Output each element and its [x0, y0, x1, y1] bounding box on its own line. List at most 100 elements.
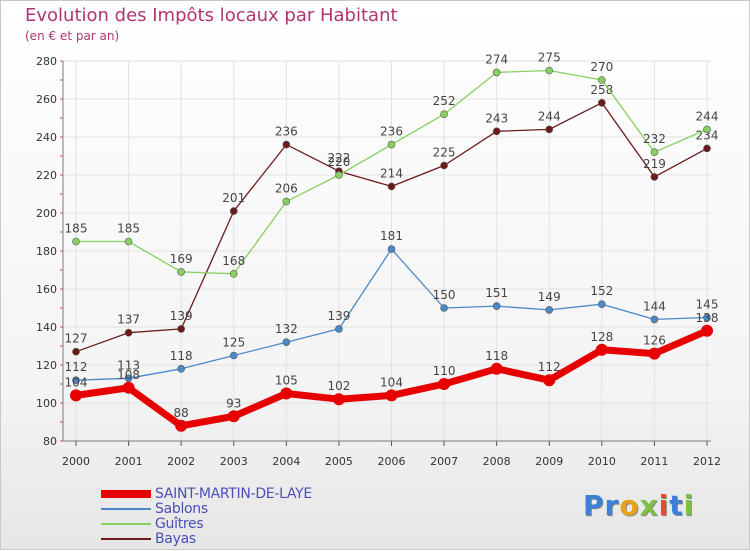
x-tick-label: 2010: [588, 455, 616, 468]
legend-swatch-saint-martin-de-laye: [101, 490, 151, 498]
data-label-saint-martin-de-laye: 112: [538, 360, 561, 374]
logo-letter: i: [683, 489, 695, 522]
data-label-gu-tres: 220: [327, 155, 350, 169]
data-label-saint-martin-de-laye: 104: [65, 375, 88, 389]
data-label-sablons: 145: [696, 298, 719, 312]
data-point-gu-tres: [124, 237, 133, 246]
logo-letter: t: [669, 489, 684, 522]
data-label-gu-tres: 270: [590, 60, 613, 74]
data-point-saint-martin-de-laye: [122, 381, 135, 394]
data-label-sablons: 112: [65, 360, 88, 374]
data-label-bayas: 243: [485, 111, 508, 125]
data-point-bayas: [177, 325, 185, 333]
data-label-saint-martin-de-laye: 138: [696, 311, 719, 325]
data-label-saint-martin-de-laye: 104: [380, 375, 403, 389]
data-point-bayas: [72, 347, 80, 356]
x-tick-label: 2009: [535, 455, 563, 468]
data-point-saint-martin-de-laye: [227, 410, 240, 423]
data-point-saint-martin-de-laye: [490, 362, 503, 375]
data-label-bayas: 139: [170, 309, 193, 323]
y-tick-label: 140: [36, 321, 57, 334]
y-tick-label: 220: [36, 169, 57, 182]
data-label-sablons: 150: [433, 288, 456, 302]
legend-swatch-guitres: [101, 523, 151, 525]
data-point-bayas: [650, 173, 659, 181]
data-point-sablons: [229, 351, 238, 360]
x-tick-label: 2007: [430, 455, 458, 468]
data-label-saint-martin-de-laye: 88: [174, 406, 189, 420]
data-point-sablons: [703, 313, 711, 322]
data-point-saint-martin-de-laye: [595, 343, 608, 356]
data-point-bayas: [492, 127, 501, 136]
data-label-gu-tres: 169: [170, 252, 193, 266]
data-label-bayas: 137: [117, 313, 140, 327]
y-tick-label: 80: [43, 435, 57, 448]
data-point-gu-tres: [545, 66, 554, 75]
logo-letter: i: [658, 489, 670, 522]
y-tick-label: 100: [36, 397, 57, 410]
data-point-gu-tres: [282, 197, 291, 206]
data-label-sablons: 139: [327, 309, 350, 323]
data-point-saint-martin-de-laye: [332, 393, 345, 406]
data-point-bayas: [545, 125, 554, 134]
data-point-gu-tres: [650, 148, 659, 156]
y-tick-label: 280: [36, 55, 57, 68]
data-point-gu-tres: [335, 171, 343, 179]
logo-letter: P: [583, 489, 605, 522]
data-label-gu-tres: 275: [538, 51, 561, 65]
data-label-saint-martin-de-laye: 126: [643, 334, 666, 348]
data-point-saint-martin-de-laye: [648, 347, 661, 360]
x-tick-label: 2000: [62, 455, 90, 468]
data-point-sablons: [335, 325, 343, 333]
x-tick-label: 2008: [483, 455, 511, 468]
data-point-saint-martin-de-laye: [701, 324, 713, 337]
y-tick-label: 200: [36, 207, 57, 220]
data-label-sablons: 152: [590, 284, 613, 298]
data-point-gu-tres: [440, 110, 448, 118]
x-tick-label: 2002: [167, 455, 195, 468]
data-point-bayas: [124, 328, 133, 337]
data-point-sablons: [492, 302, 501, 310]
x-tick-label: 2011: [640, 455, 668, 468]
x-tick-label: 2006: [378, 455, 406, 468]
data-point-gu-tres: [703, 125, 711, 134]
data-point-bayas: [703, 144, 711, 153]
data-label-bayas: 201: [222, 191, 245, 205]
data-label-saint-martin-de-laye: 93: [226, 396, 241, 410]
y-tick-label: 160: [36, 283, 57, 296]
data-point-sablons: [72, 376, 80, 385]
x-tick-label: 2012: [693, 455, 721, 468]
data-point-bayas: [282, 140, 291, 149]
data-point-sablons: [282, 338, 291, 347]
data-point-saint-martin-de-laye: [175, 419, 188, 432]
data-label-saint-martin-de-laye: 118: [485, 349, 508, 363]
x-tick-label: 2004: [272, 455, 300, 468]
y-tick-label: 260: [36, 93, 57, 106]
data-label-sablons: 149: [538, 290, 561, 304]
data-label-sablons: 151: [485, 286, 508, 300]
data-label-gu-tres: 206: [275, 182, 298, 196]
data-point-sablons: [124, 374, 133, 383]
data-point-gu-tres: [72, 237, 80, 246]
logo-letter: x: [639, 489, 659, 522]
y-tick-label: 180: [36, 245, 57, 258]
legend-label-sablons: Sablons: [155, 501, 208, 517]
data-label-gu-tres: 185: [117, 222, 140, 236]
data-point-gu-tres: [177, 268, 185, 276]
x-tick-label: 2001: [115, 455, 143, 468]
legend-swatch-sablons: [101, 508, 151, 510]
data-point-bayas: [598, 99, 606, 107]
data-label-gu-tres: 168: [222, 254, 245, 268]
data-label-bayas: 225: [433, 146, 456, 160]
data-point-sablons: [545, 306, 554, 314]
data-label-bayas: 258: [590, 83, 613, 97]
y-tick-label: 240: [36, 131, 57, 144]
data-label-saint-martin-de-laye: 105: [275, 374, 298, 388]
legend-label-guitres: Guîtres: [155, 516, 204, 532]
x-tick-label: 2003: [220, 455, 248, 468]
y-tick-label: 120: [36, 359, 57, 372]
data-point-saint-martin-de-laye: [280, 387, 293, 400]
data-point-gu-tres: [229, 269, 238, 278]
